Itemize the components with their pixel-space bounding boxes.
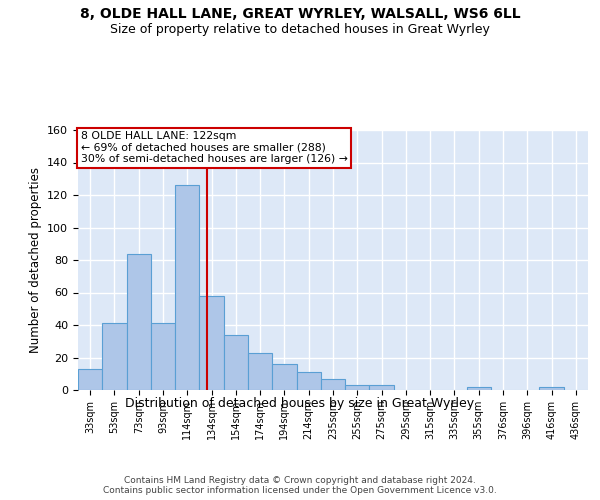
- Y-axis label: Number of detached properties: Number of detached properties: [29, 167, 41, 353]
- Bar: [175, 185, 199, 390]
- Text: Contains HM Land Registry data © Crown copyright and database right 2024.
Contai: Contains HM Land Registry data © Crown c…: [103, 476, 497, 495]
- Bar: [272, 364, 296, 390]
- Bar: [127, 254, 151, 390]
- Bar: [321, 378, 345, 390]
- Bar: [248, 352, 272, 390]
- Text: Size of property relative to detached houses in Great Wyrley: Size of property relative to detached ho…: [110, 22, 490, 36]
- Bar: [224, 335, 248, 390]
- Text: 8 OLDE HALL LANE: 122sqm
← 69% of detached houses are smaller (288)
30% of semi-: 8 OLDE HALL LANE: 122sqm ← 69% of detach…: [80, 132, 347, 164]
- Text: Distribution of detached houses by size in Great Wyrley: Distribution of detached houses by size …: [125, 398, 475, 410]
- Text: 8, OLDE HALL LANE, GREAT WYRLEY, WALSALL, WS6 6LL: 8, OLDE HALL LANE, GREAT WYRLEY, WALSALL…: [80, 8, 520, 22]
- Bar: [102, 324, 127, 390]
- Bar: [467, 387, 491, 390]
- Bar: [296, 372, 321, 390]
- Bar: [345, 385, 370, 390]
- Bar: [199, 296, 224, 390]
- Bar: [78, 369, 102, 390]
- Bar: [151, 324, 175, 390]
- Bar: [539, 387, 564, 390]
- Bar: [370, 385, 394, 390]
